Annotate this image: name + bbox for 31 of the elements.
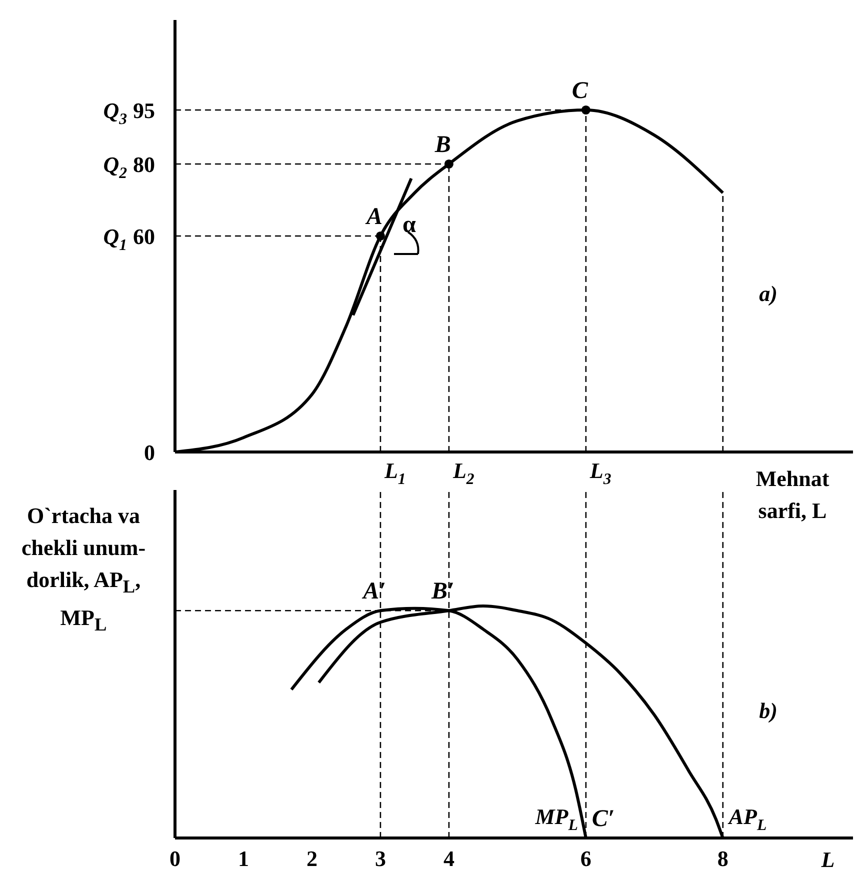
series-label: AP$_{L}$ <box>726 804 767 834</box>
annotation: a) <box>758 281 778 308</box>
annotation: B′ <box>430 578 454 605</box>
annotation: α <box>402 212 416 238</box>
x-tick-label: 8 <box>717 846 728 871</box>
annotation: b) <box>758 698 778 724</box>
y-tick-label: 60 <box>133 224 155 249</box>
ref-line-label: Q$_{3}$ <box>103 98 128 128</box>
annotation: A <box>364 204 382 230</box>
annotation: C′ <box>592 806 615 832</box>
annotation: A′ <box>361 578 386 605</box>
text: O`rtacha va chekli unum-dorlik, AP$_{L}$, MP$_{L}$ <box>21 503 146 635</box>
y-tick-label: 80 <box>133 152 155 177</box>
ref-line-label: L$_{1}$ <box>383 458 406 488</box>
ref-line-label: Q$_{1}$ <box>103 224 127 254</box>
x-axis-title: L <box>820 846 836 874</box>
x-axis-title: Mehnat sarfi, L <box>754 465 830 525</box>
x-tick-label: 3 <box>374 846 386 871</box>
ref-line-label: Q$_{2}$ <box>103 152 128 182</box>
annotation: B <box>434 132 451 158</box>
series-label: MP$_{L}$ <box>534 804 578 834</box>
ref-line-label: L$_{2}$ <box>452 458 474 488</box>
x-tick-label: 4 <box>443 846 454 871</box>
ref-line-label: L$_{3}$ <box>588 458 612 488</box>
x-tick-label: 0 <box>170 846 180 871</box>
annotation: C <box>572 78 589 104</box>
y-tick-label: 0 <box>144 440 155 465</box>
y-tick-label: 95 <box>133 98 155 123</box>
x-tick-label: 2 <box>306 846 318 871</box>
x-tick-label: 6 <box>580 846 592 871</box>
x-tick-label: 1 <box>238 846 249 871</box>
